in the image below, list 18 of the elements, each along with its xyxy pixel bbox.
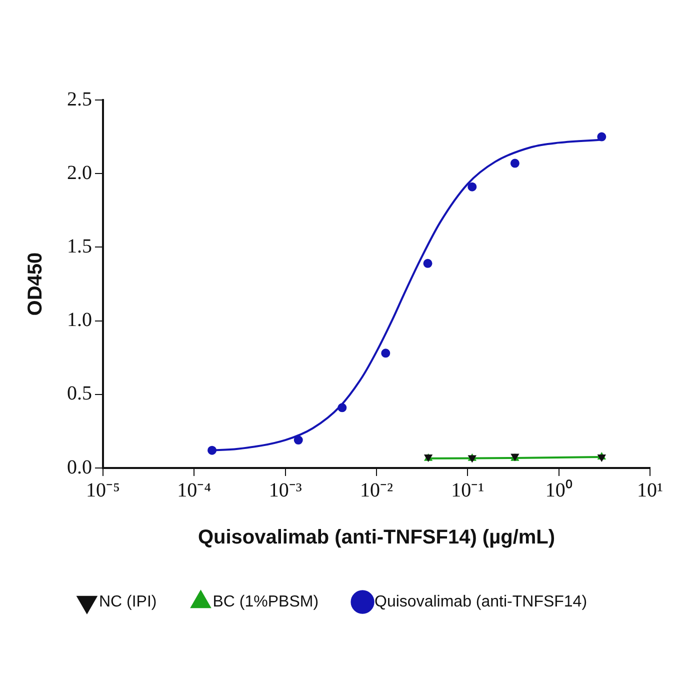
x-tick-label: 10⁻³ [268, 479, 302, 502]
legend-label: BC (1%PBSM) [212, 593, 319, 610]
y-tick-label: 2.5 [67, 88, 92, 110]
legend-label: Quisovalimab (anti-TNFSF14) [374, 593, 588, 610]
y-tick-label: 0.0 [67, 456, 92, 478]
x-tick-label: 10⁰ [545, 478, 572, 502]
x-tick-label: 10⁻¹ [451, 479, 484, 502]
x-tick-label: 10⁻⁵ [86, 479, 120, 502]
y-tick-label: 1.5 [67, 235, 92, 258]
y-axis-title: OD450 [24, 252, 47, 316]
y-tick-label: 0.5 [67, 382, 92, 405]
y-tick-label: 1.0 [67, 309, 92, 332]
x-tick-label: 10⁻² [360, 479, 393, 502]
y-tick-label: 2.0 [67, 162, 92, 184]
x-axis-title: Quisovalimab (anti-TNFSF14) (µg/mL) [198, 526, 556, 549]
legend-label: NC (IPI) [98, 593, 157, 610]
x-tick-label: 10¹ [637, 479, 663, 502]
x-tick-label: 10⁻⁴ [177, 479, 212, 502]
